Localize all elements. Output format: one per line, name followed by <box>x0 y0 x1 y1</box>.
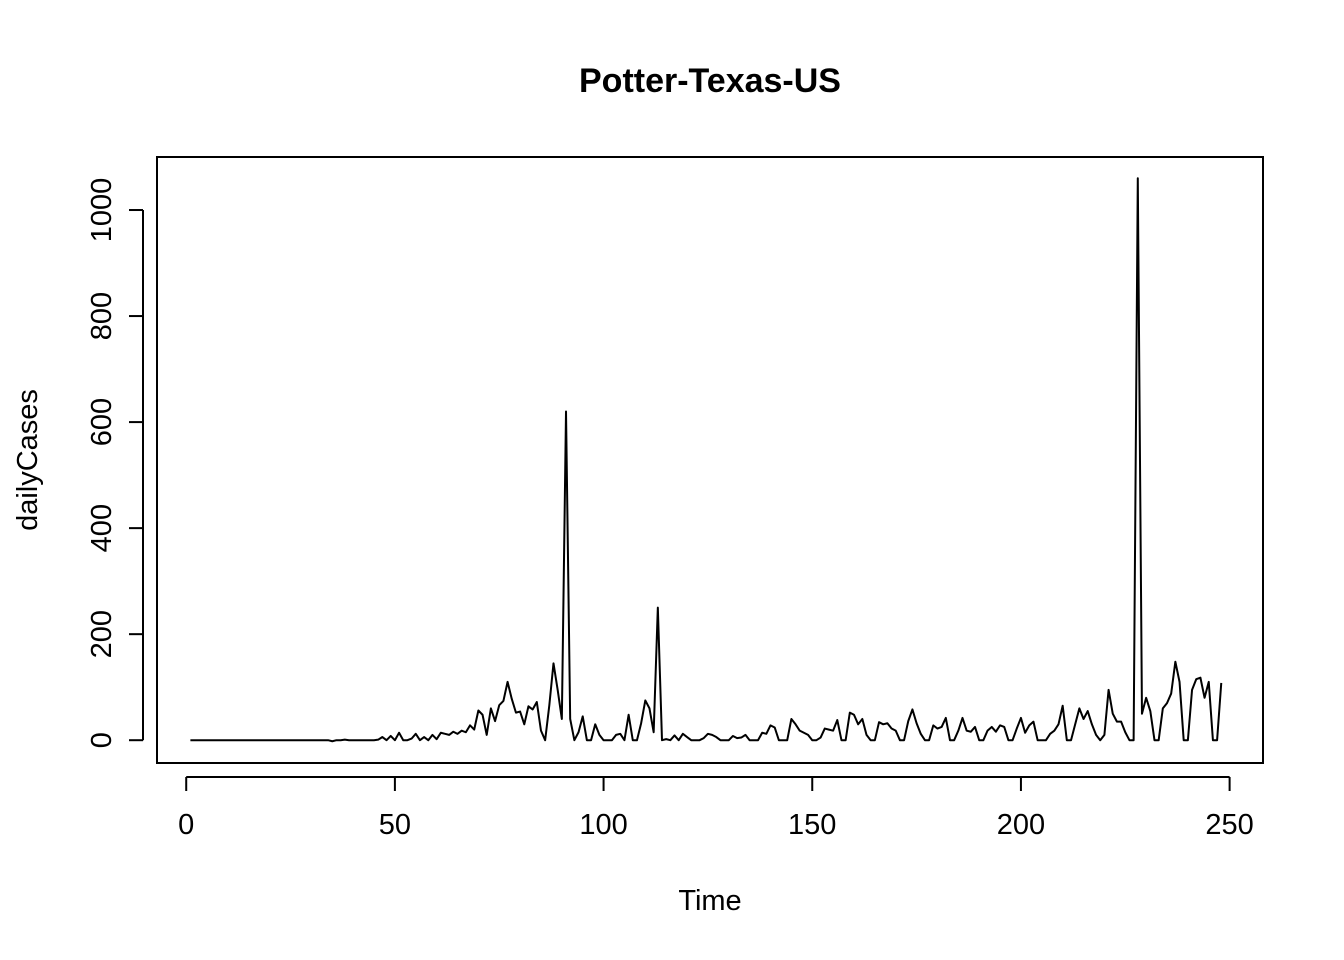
series-layer <box>190 177 1223 743</box>
chart-title: Potter-Texas-US <box>579 62 841 100</box>
x-tick-label: 100 <box>579 809 627 841</box>
x-tick-label: 0 <box>178 809 194 841</box>
x-tick-label: 250 <box>1205 809 1253 841</box>
x-tick-label: 150 <box>788 809 836 841</box>
y-tick-label: 200 <box>86 610 118 658</box>
series-line-daily-cases <box>190 177 1223 743</box>
y-tick-label: 1000 <box>86 178 118 243</box>
x-tick-label: 200 <box>997 809 1045 841</box>
x-axis: 0 50 100 150 200 250 <box>178 776 1254 841</box>
y-axis-title: dailyCases <box>12 389 44 531</box>
y-tick-label: 400 <box>86 504 118 552</box>
y-tick-label: 800 <box>86 292 118 340</box>
plot-frame <box>156 156 1264 764</box>
y-tick-label: 0 <box>86 732 118 748</box>
y-axis: 0 200 400 600 800 1000 <box>86 178 144 748</box>
x-axis-title: Time <box>678 885 741 917</box>
y-tick-label: 600 <box>86 398 118 446</box>
x-tick-label: 50 <box>379 809 411 841</box>
